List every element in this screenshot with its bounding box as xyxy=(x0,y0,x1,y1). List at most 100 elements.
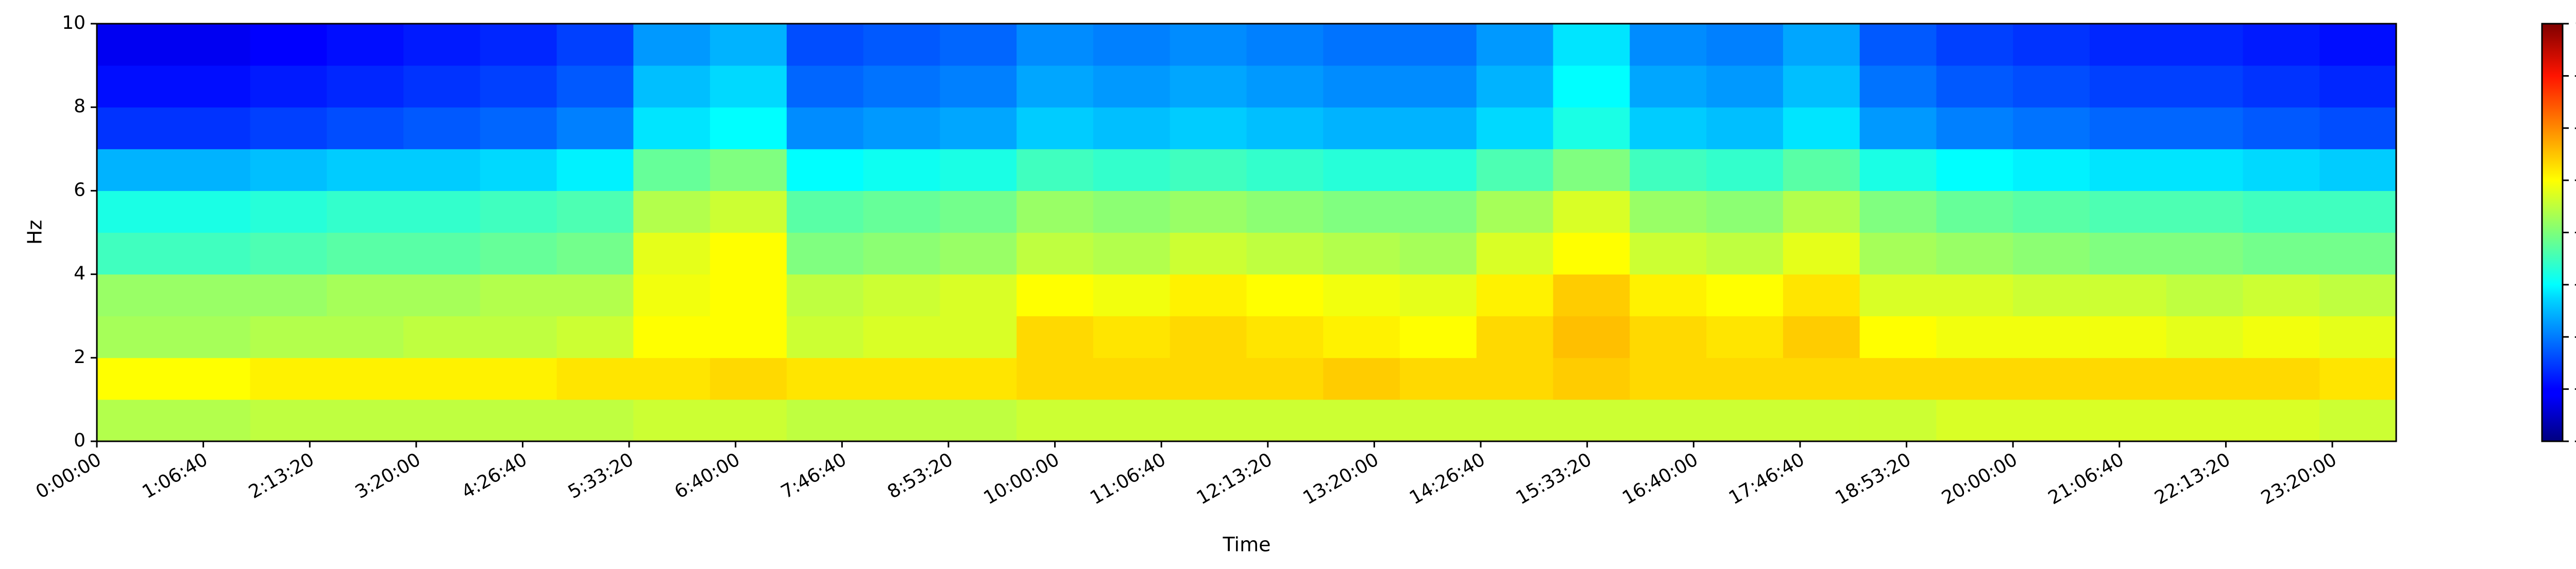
cell xyxy=(480,24,557,66)
x-tick-label: 17:46:40 xyxy=(1725,449,1808,509)
cell xyxy=(1553,191,1630,233)
cell xyxy=(1706,316,1784,358)
cell xyxy=(786,274,864,317)
cell xyxy=(1553,24,1630,66)
cell xyxy=(1400,232,1477,275)
cell xyxy=(2089,24,2167,66)
colorbar-tick-label: -40 dB xyxy=(2574,221,2576,243)
cell xyxy=(1093,107,1171,149)
cell xyxy=(2013,232,2090,275)
cell xyxy=(1783,149,1860,191)
cell xyxy=(1630,149,1707,191)
cell xyxy=(1783,191,1860,233)
cell xyxy=(786,107,864,149)
x-tick-label: 1:06:40 xyxy=(139,449,211,503)
cell xyxy=(710,65,787,108)
cell xyxy=(1170,357,1247,400)
cell xyxy=(97,316,174,358)
cell xyxy=(940,399,1017,442)
cell xyxy=(173,149,251,191)
cell xyxy=(2319,24,2397,66)
cell xyxy=(1323,357,1400,400)
cell xyxy=(2319,149,2397,191)
cell xyxy=(940,274,1017,317)
cell xyxy=(403,357,481,400)
cell xyxy=(173,274,251,317)
cell xyxy=(556,107,634,149)
cell xyxy=(2013,357,2090,400)
cell xyxy=(1323,316,1400,358)
cell xyxy=(2243,399,2320,442)
cell xyxy=(1476,107,1554,149)
x-tick-label: 8:53:20 xyxy=(884,449,957,503)
cell xyxy=(250,357,327,400)
cell xyxy=(633,24,710,66)
cell xyxy=(2319,357,2397,400)
cell xyxy=(403,24,481,66)
cell xyxy=(2166,65,2243,108)
cell xyxy=(2166,274,2243,317)
cell xyxy=(1553,232,1630,275)
cell xyxy=(173,316,251,358)
cell xyxy=(2089,357,2167,400)
x-tick-label: 13:20:00 xyxy=(1299,449,1382,509)
cell xyxy=(2166,232,2243,275)
cell xyxy=(1783,357,1860,400)
cell xyxy=(327,357,404,400)
cell xyxy=(1553,399,1630,442)
cell xyxy=(1400,357,1477,400)
cell xyxy=(1400,274,1477,317)
cell xyxy=(1170,316,1247,358)
colorbar-tick-label: -80 dB xyxy=(2574,430,2576,451)
cell xyxy=(786,232,864,275)
cell xyxy=(1783,399,1860,442)
cell xyxy=(1323,65,1400,108)
cell xyxy=(2319,316,2397,358)
cell xyxy=(1553,316,1630,358)
cell xyxy=(1323,149,1400,191)
cell xyxy=(710,399,787,442)
cell xyxy=(1859,274,1937,317)
cell xyxy=(403,191,481,233)
cell xyxy=(250,274,327,317)
cell xyxy=(1323,107,1400,149)
cell xyxy=(2013,107,2090,149)
cell xyxy=(1093,24,1171,66)
cell xyxy=(1016,149,1094,191)
cell xyxy=(786,191,864,233)
cell xyxy=(2319,274,2397,317)
cell xyxy=(556,316,634,358)
cell xyxy=(2319,191,2397,233)
cell xyxy=(173,232,251,275)
cell xyxy=(1783,65,1860,108)
cell xyxy=(1170,274,1247,317)
x-tick-label: 22:13:20 xyxy=(2151,449,2234,509)
cell xyxy=(556,274,634,317)
colorbar-tick-label: -20 dB xyxy=(2574,117,2576,138)
cell xyxy=(556,24,634,66)
cell xyxy=(1476,65,1554,108)
cell xyxy=(1630,399,1707,442)
cell xyxy=(1706,357,1784,400)
cell xyxy=(1783,24,1860,66)
cell xyxy=(1093,274,1171,317)
cell xyxy=(1706,65,1784,108)
cell xyxy=(1400,399,1477,442)
cell xyxy=(480,274,557,317)
cell xyxy=(1859,65,1937,108)
colorbar-tick-label: -70 dB xyxy=(2574,378,2576,399)
cell xyxy=(480,149,557,191)
cell xyxy=(1246,107,1324,149)
cell xyxy=(2243,232,2320,275)
y-axis-label: Hz xyxy=(24,220,46,245)
cell xyxy=(786,399,864,442)
cell xyxy=(1630,24,1707,66)
cell xyxy=(2089,232,2167,275)
cell xyxy=(633,107,710,149)
cell xyxy=(1706,107,1784,149)
cell xyxy=(250,399,327,442)
colorbar-tick-label: -30 dB xyxy=(2574,169,2576,190)
cell xyxy=(327,24,404,66)
colorbar-tick-label: +0 dB xyxy=(2574,12,2576,33)
cell xyxy=(97,65,174,108)
